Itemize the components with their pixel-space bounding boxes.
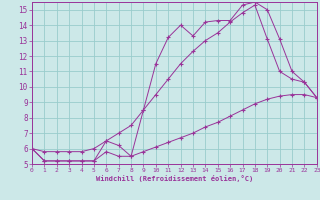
X-axis label: Windchill (Refroidissement éolien,°C): Windchill (Refroidissement éolien,°C) xyxy=(96,175,253,182)
